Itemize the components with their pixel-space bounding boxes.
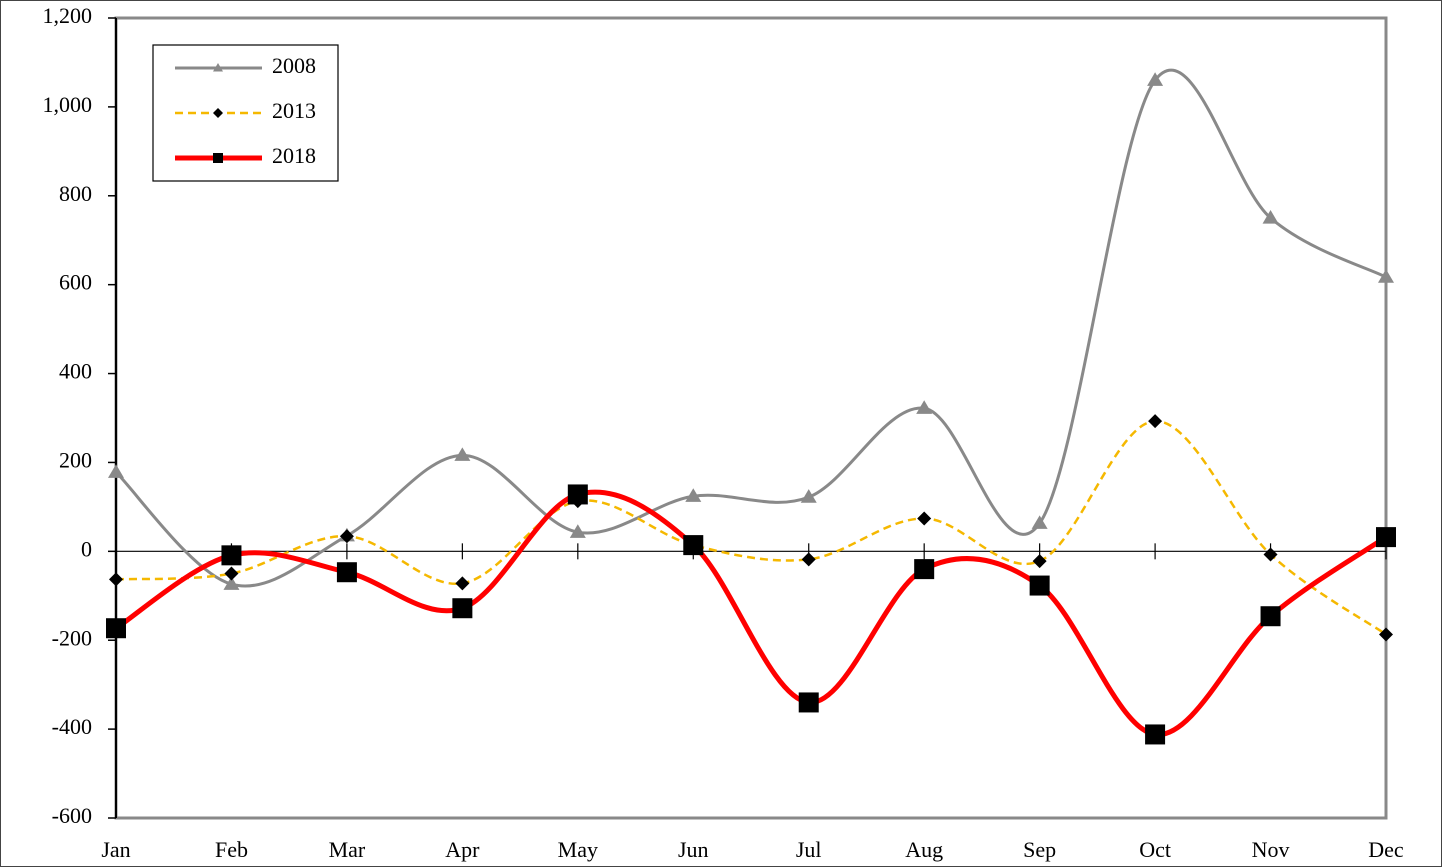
marker bbox=[213, 63, 223, 72]
x-tick-label: Mar bbox=[329, 837, 366, 862]
x-tick-label: Feb bbox=[215, 837, 248, 862]
legend-label: 2013 bbox=[272, 98, 316, 123]
x-tick-label: Jul bbox=[796, 837, 822, 862]
y-tick-label: -400 bbox=[52, 714, 92, 739]
x-tick-label: Jan bbox=[101, 837, 130, 862]
marker bbox=[1260, 606, 1281, 627]
marker bbox=[1145, 724, 1166, 745]
marker bbox=[221, 545, 242, 566]
marker bbox=[109, 572, 123, 587]
legend-label: 2008 bbox=[272, 53, 316, 78]
marker bbox=[1148, 414, 1163, 429]
y-tick-label: 600 bbox=[59, 270, 92, 295]
marker bbox=[1147, 72, 1164, 86]
x-tick-label: Dec bbox=[1368, 837, 1404, 862]
y-tick-label: -200 bbox=[52, 625, 92, 650]
marker bbox=[1262, 210, 1279, 224]
x-tick-label: Aug bbox=[905, 837, 943, 862]
marker bbox=[1378, 269, 1394, 283]
x-tick-label: Oct bbox=[1139, 837, 1171, 862]
x-tick-label: Apr bbox=[445, 837, 480, 862]
marker bbox=[916, 400, 933, 414]
marker bbox=[1029, 575, 1050, 596]
marker bbox=[569, 524, 586, 538]
legend: 2008 2013 2018 bbox=[152, 44, 339, 182]
marker bbox=[685, 488, 702, 502]
marker bbox=[213, 153, 223, 163]
marker bbox=[1379, 627, 1393, 642]
y-tick-label: 1,000 bbox=[43, 92, 93, 117]
x-tick-label: May bbox=[558, 837, 598, 862]
x-tick-label: Sep bbox=[1023, 837, 1056, 862]
marker bbox=[1031, 515, 1048, 529]
marker bbox=[106, 618, 126, 639]
legend-label: 2018 bbox=[272, 143, 316, 168]
marker bbox=[1376, 527, 1396, 548]
y-tick-label: 800 bbox=[59, 181, 92, 206]
marker bbox=[1263, 547, 1278, 562]
marker bbox=[800, 489, 817, 503]
marker bbox=[567, 484, 588, 505]
marker bbox=[213, 108, 223, 118]
marker bbox=[917, 511, 932, 526]
y-tick-label: 200 bbox=[59, 447, 92, 472]
y-tick-label: 400 bbox=[59, 359, 92, 384]
marker bbox=[801, 552, 816, 567]
y-tick-label: -600 bbox=[52, 803, 92, 828]
marker bbox=[798, 692, 819, 713]
marker bbox=[452, 598, 473, 619]
marker bbox=[339, 529, 354, 544]
x-tick-label: Jun bbox=[678, 837, 709, 862]
marker bbox=[914, 559, 935, 580]
marker bbox=[683, 535, 704, 556]
x-tick-label: Nov bbox=[1252, 837, 1290, 862]
marker bbox=[224, 566, 239, 581]
marker bbox=[454, 447, 471, 461]
marker bbox=[108, 464, 124, 478]
marker bbox=[455, 576, 470, 591]
marker bbox=[336, 562, 357, 583]
marker bbox=[1032, 554, 1047, 569]
y-tick-label: 1,200 bbox=[43, 3, 93, 28]
y-tick-label: 0 bbox=[81, 536, 92, 561]
marker bbox=[223, 576, 240, 590]
